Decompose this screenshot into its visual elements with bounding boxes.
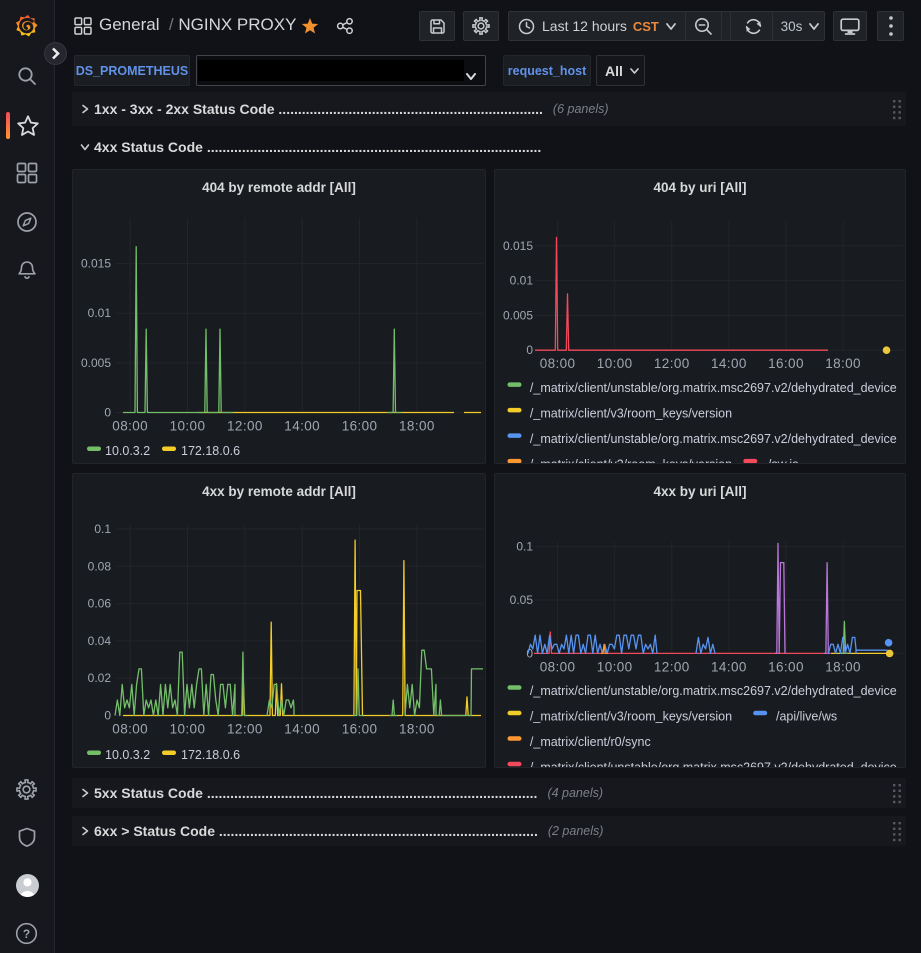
svg-text:/sw.js: /sw.js: [768, 457, 799, 464]
svg-text:0.05: 0.05: [510, 593, 534, 607]
svg-text:/_matrix/client/unstable/org.m: /_matrix/client/unstable/org.matrix.msc2…: [530, 432, 897, 446]
svg-text:18:00: 18:00: [825, 659, 861, 674]
svg-text:172.18.0.6: 172.18.0.6: [181, 748, 240, 762]
svg-text:0.1: 0.1: [94, 522, 111, 536]
svg-text:10:00: 10:00: [597, 356, 633, 371]
svg-text:/_matrix/client/unstable/org.m: /_matrix/client/unstable/org.matrix.msc2…: [530, 684, 897, 698]
svg-text:?: ?: [23, 927, 30, 941]
svg-text:0.01: 0.01: [510, 274, 534, 288]
svg-text:0.06: 0.06: [88, 597, 112, 611]
svg-text:08:00: 08:00: [540, 659, 576, 674]
svg-text:12:00: 12:00: [227, 722, 263, 737]
svg-text:10:00: 10:00: [597, 659, 633, 674]
svg-text:0.015: 0.015: [81, 257, 111, 271]
svg-text:16:00: 16:00: [342, 722, 378, 737]
svg-text:16:00: 16:00: [342, 419, 378, 434]
svg-text:0: 0: [526, 343, 533, 357]
svg-text:12:00: 12:00: [654, 659, 690, 674]
svg-text:0.015: 0.015: [503, 239, 533, 253]
svg-text:0: 0: [526, 646, 533, 660]
svg-text:10:00: 10:00: [170, 419, 206, 434]
svg-text:0.1: 0.1: [516, 540, 533, 554]
svg-text:12:00: 12:00: [227, 419, 263, 434]
svg-text:14:00: 14:00: [711, 356, 747, 371]
svg-text:10.0.3.2: 10.0.3.2: [105, 444, 150, 458]
svg-text:0.01: 0.01: [88, 306, 112, 320]
svg-text:0.005: 0.005: [503, 308, 533, 322]
svg-text:0.02: 0.02: [88, 671, 112, 685]
svg-text:/_matrix/client/unstable/org.m: /_matrix/client/unstable/org.matrix.msc2…: [530, 381, 897, 395]
svg-text:0: 0: [104, 406, 111, 420]
svg-text:0.04: 0.04: [88, 634, 112, 648]
svg-text:14:00: 14:00: [284, 722, 320, 737]
svg-text:172.18.0.6: 172.18.0.6: [181, 444, 240, 458]
svg-text:0.08: 0.08: [88, 559, 112, 573]
svg-text:0.005: 0.005: [81, 356, 111, 370]
svg-text:18:00: 18:00: [399, 419, 435, 434]
svg-text:18:00: 18:00: [399, 722, 435, 737]
svg-text:14:00: 14:00: [711, 659, 747, 674]
svg-text:18:00: 18:00: [825, 356, 861, 371]
svg-text:16:00: 16:00: [768, 356, 804, 371]
svg-text:/_matrix/client/v3/room_keys/v: /_matrix/client/v3/room_keys/version: [530, 709, 732, 723]
svg-text:12:00: 12:00: [654, 356, 690, 371]
svg-text:/_matrix/client/v3/room_keys/v: /_matrix/client/v3/room_keys/version: [530, 457, 732, 464]
svg-text:10.0.3.2: 10.0.3.2: [105, 748, 150, 762]
svg-text:/api/live/ws: /api/live/ws: [776, 709, 837, 723]
svg-text:14:00: 14:00: [284, 419, 320, 434]
svg-text:08:00: 08:00: [540, 356, 576, 371]
svg-text:10:00: 10:00: [170, 722, 206, 737]
svg-text:/_matrix/client/unstable/org.m: /_matrix/client/unstable/org.matrix.msc2…: [530, 760, 897, 768]
svg-text:08:00: 08:00: [112, 722, 148, 737]
svg-text:/_matrix/client/r0/sync: /_matrix/client/r0/sync: [530, 735, 651, 749]
svg-text:0: 0: [104, 709, 111, 723]
svg-text:08:00: 08:00: [112, 419, 148, 434]
svg-text:/_matrix/client/v3/room_keys/v: /_matrix/client/v3/room_keys/version: [530, 406, 732, 420]
svg-text:16:00: 16:00: [768, 659, 804, 674]
